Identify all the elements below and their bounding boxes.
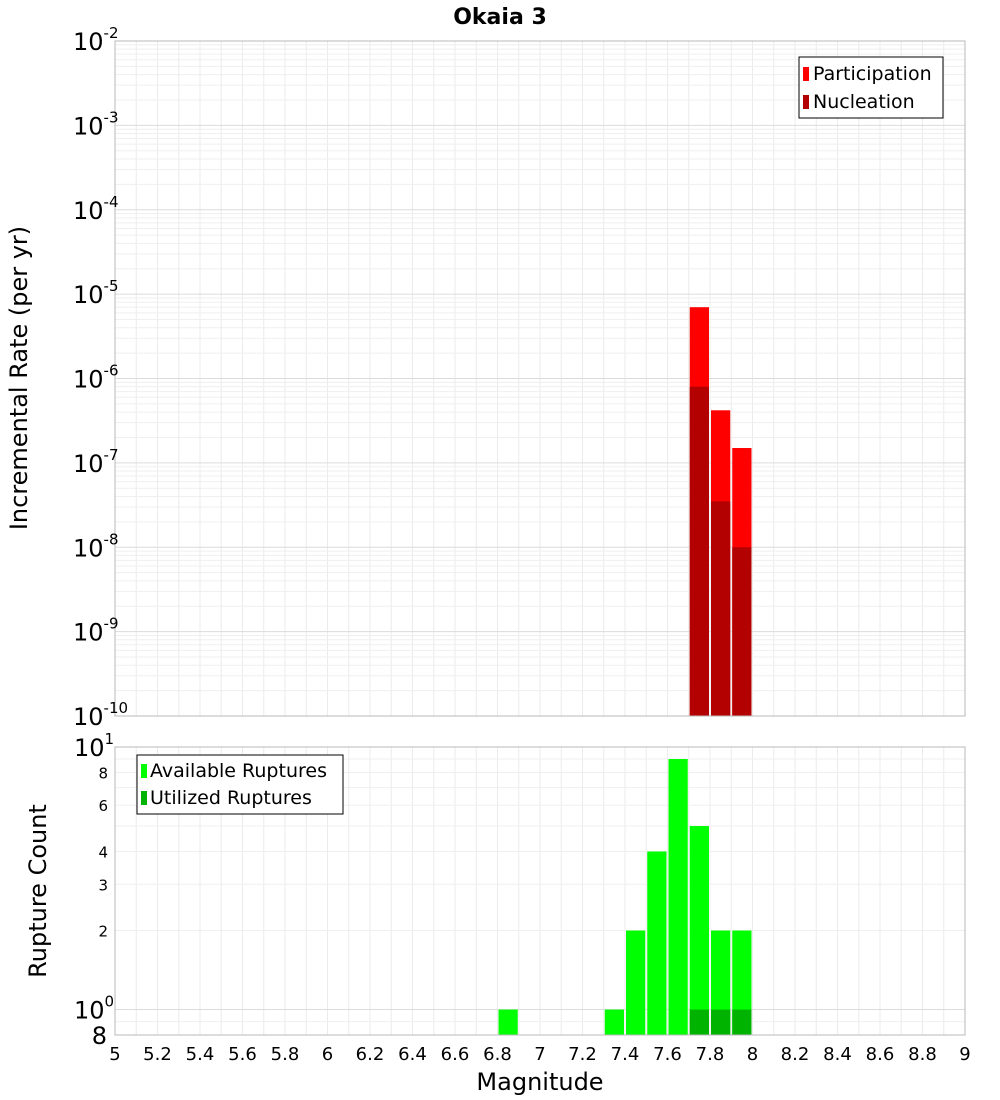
top-y-tick-label: 10-7 <box>73 446 119 478</box>
bar-nucleation <box>689 386 709 716</box>
x-tick-label: 6.8 <box>483 1044 512 1065</box>
bar-available-ruptures <box>647 851 667 1035</box>
bottom-y-tick-label: 100 <box>74 993 114 1025</box>
bottom-y-tick-label: 6 <box>98 797 108 815</box>
top-bars <box>689 307 752 716</box>
x-tick-label: 6.6 <box>441 1044 470 1065</box>
legend-swatch-available-ruptures <box>141 764 147 778</box>
bar-utilized-ruptures <box>732 1009 752 1035</box>
x-tick-label: 7.8 <box>696 1044 725 1065</box>
bottom-y-tick-label: 3 <box>98 876 108 894</box>
x-tick-label: 5.2 <box>143 1044 172 1065</box>
top-y-tick-label: 10-4 <box>73 193 119 225</box>
top-y-tick-label: 10-2 <box>73 24 119 56</box>
x-tick-label: 8.6 <box>866 1044 895 1065</box>
legend-label-participation: Participation <box>813 63 932 85</box>
x-axis-title: Magnitude <box>476 1068 603 1096</box>
legend-label-utilized-ruptures: Utilized Ruptures <box>150 787 312 809</box>
bottom-bars <box>498 759 752 1035</box>
bar-utilized-ruptures <box>689 1009 709 1035</box>
top-plot-frame <box>114 40 966 717</box>
bar-available-ruptures <box>668 759 688 1035</box>
x-tick-label: 6 <box>322 1044 333 1065</box>
x-tick-label: 7.4 <box>611 1044 640 1065</box>
bottom-legend-box <box>136 754 344 815</box>
x-tick-label: 7.6 <box>653 1044 682 1065</box>
bottom-gridlines <box>114 746 966 1036</box>
bar-nucleation <box>711 501 731 716</box>
x-tick-label: 8.2 <box>781 1044 810 1065</box>
bottom-y-tick-label: 8 <box>92 1022 107 1050</box>
top-y-tick-labels: 10-2 10-3 10-4 10-5 10-6 10-7 10-8 10-9 10-10 <box>73 24 128 731</box>
x-tick-label: 5.8 <box>271 1044 300 1065</box>
bottom-y-tick-label: 101 <box>74 730 114 762</box>
top-y-tick-label: 10-10 <box>73 699 128 731</box>
top-y-axis-title: Incremental Rate (per yr) <box>5 226 33 530</box>
bottom-y-tick-label: 2 <box>98 923 108 941</box>
x-tick-labels: 5 5.2 5.4 5.6 5.8 6 6.2 6.4 6.6 6.8 7 7.2 7.4 7.6 7.8 8… <box>109 1044 970 1065</box>
bottom-legend: Available Ruptures Utilized Ruptures <box>136 754 344 815</box>
top-y-tick-label: 10-9 <box>73 615 119 647</box>
top-legend: Participation Nucleation <box>798 56 944 119</box>
bar-available-ruptures <box>689 826 709 1035</box>
x-tick-label: 6.4 <box>398 1044 427 1065</box>
bar-nucleation <box>732 547 752 716</box>
legend-swatch-nucleation <box>803 95 809 109</box>
top-gridlines <box>114 41 966 717</box>
x-tick-label: 6.2 <box>356 1044 385 1065</box>
legend-swatch-participation <box>803 67 809 81</box>
top-y-tick-label: 10-6 <box>73 362 119 394</box>
x-tick-label: 9 <box>959 1044 970 1065</box>
bar-utilized-ruptures <box>711 1009 731 1035</box>
x-tick-label: 5 <box>109 1044 120 1065</box>
bar-available-ruptures <box>626 930 646 1035</box>
x-tick-label: 5.6 <box>228 1044 257 1065</box>
legend-label-nucleation: Nucleation <box>813 91 915 113</box>
bottom-y-axis-title: Rupture Count <box>24 804 52 978</box>
bar-available-ruptures <box>732 930 752 1035</box>
x-tick-label: 7 <box>534 1044 545 1065</box>
x-tick-label: 8 <box>747 1044 758 1065</box>
bar-available-ruptures <box>498 1009 518 1035</box>
bar-available-ruptures <box>604 1009 624 1035</box>
legend-swatch-utilized-ruptures <box>141 791 147 805</box>
legend-label-available-ruptures: Available Ruptures <box>150 760 327 782</box>
bar-available-ruptures <box>711 930 731 1035</box>
bottom-plot-frame <box>114 746 966 1036</box>
top-y-tick-label: 10-3 <box>73 108 119 140</box>
top-y-tick-label: 10-5 <box>73 277 119 309</box>
x-tick-label: 8.4 <box>823 1044 852 1065</box>
bottom-y-tick-label: 8 <box>98 764 108 782</box>
x-tick-label: 7.2 <box>568 1044 597 1065</box>
bottom-y-tick-label: 4 <box>98 843 108 861</box>
chart-title: Okaia 3 <box>453 5 547 30</box>
x-tick-label: 5.4 <box>186 1044 215 1065</box>
top-legend-box <box>798 56 944 119</box>
top-y-tick-label: 10-8 <box>73 530 119 562</box>
x-tick-label: 8.8 <box>908 1044 937 1065</box>
